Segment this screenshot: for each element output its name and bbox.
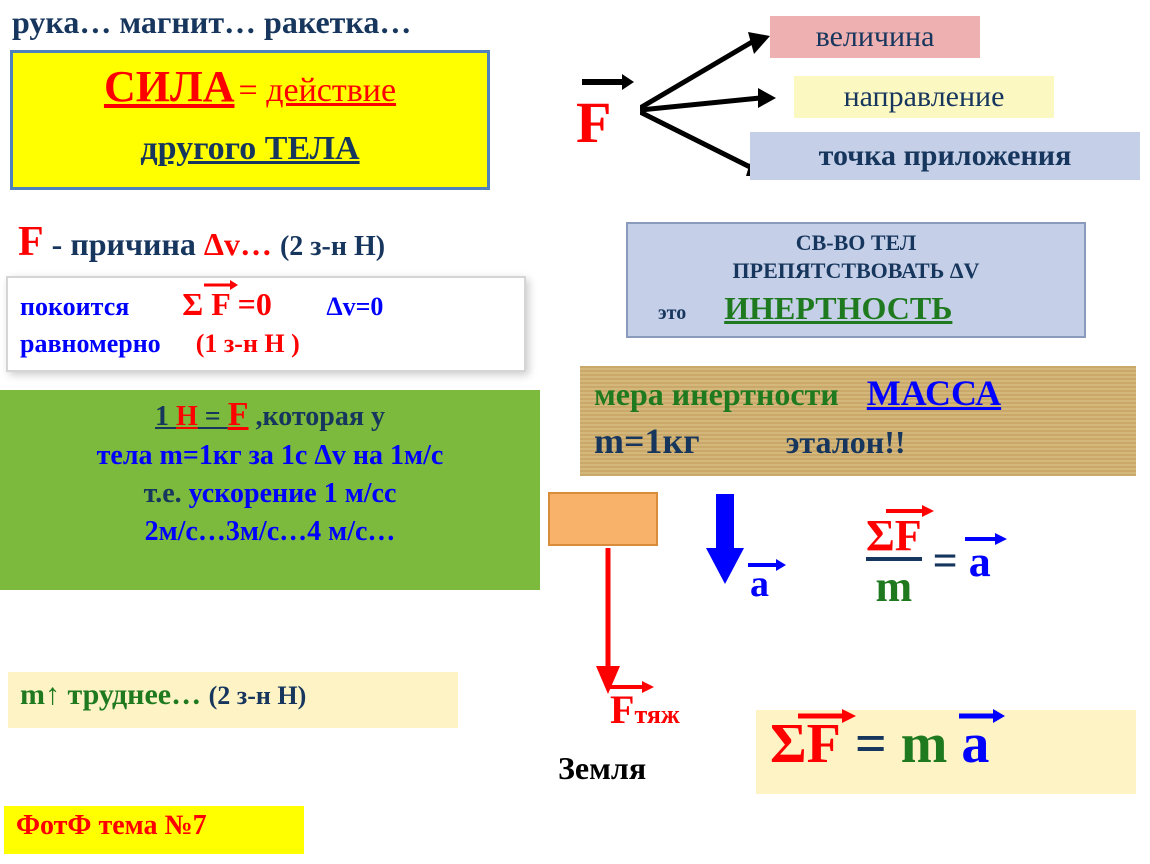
big-a: a — [961, 712, 989, 776]
sila-box: СИЛА = действие другого ТЕЛА — [10, 50, 490, 190]
prichina-text: причина — [70, 226, 204, 262]
pokoitsya-law: (1 з-н Н ) — [196, 329, 300, 358]
big-a-arrow-icon — [959, 708, 1007, 724]
inertnost-eto: это — [658, 302, 686, 324]
formula-fraction: ΣF m = a — [866, 510, 991, 612]
big-m: m — [901, 713, 948, 775]
pokoitsya-dv0: Δv=0 — [326, 292, 383, 321]
inertnost-box: СВ-ВО ТЕЛ ПРЕПЯТСТВОВАТЬ ΔV это ИНЕРТНОС… — [626, 222, 1086, 338]
sila-deistvie: действие — [266, 72, 396, 109]
green-uskor: ускорение 1 м/сс — [189, 478, 397, 509]
green-rest: ,которая у — [249, 401, 386, 432]
a-vec-arrow-icon — [748, 558, 788, 572]
Ftyazh-arrow-icon — [606, 680, 656, 694]
green-line3: т.е. ускорение 1 м/сс — [0, 478, 540, 510]
green-H: Н — [176, 401, 198, 432]
massa-m1kg: m=1кг — [594, 421, 700, 461]
green-eq: = — [198, 401, 228, 432]
vec-arrow-icon — [204, 278, 240, 292]
pokoitsya-box: покоится Σ F =0 Δv=0 равномерно (1 з-н Н… — [6, 276, 526, 372]
massa-box: мера инертности МАССА m=1кг эталон!! — [580, 366, 1136, 476]
trudnee-m: m — [20, 678, 45, 711]
big-formula-box: ΣF = m a — [756, 710, 1136, 794]
frac-a: a — [969, 536, 991, 587]
sila-word: СИЛА — [104, 62, 235, 111]
sila-line2: другого ТЕЛА — [13, 130, 487, 168]
big-F-arrow-icon — [798, 708, 858, 724]
green-line2: тела m=1кг за 1с Δv на 1м/с — [0, 440, 540, 472]
prichina-line: F - причина Δv… (2 з-н Н) — [18, 218, 385, 266]
prichina-law: (2 з-н Н) — [280, 231, 385, 262]
frac-sigmaF-text: ΣF — [866, 511, 922, 560]
inertnost-word: ИНЕРТНОСТЬ — [724, 290, 952, 326]
green-line1: 1 Н = F ,которая у — [0, 396, 540, 434]
green-F: F — [228, 396, 249, 433]
prichina-dash: - — [52, 226, 63, 262]
big-sigmaF: ΣF — [770, 712, 841, 776]
a-small: a — [750, 562, 769, 606]
inertnost-line3: это ИНЕРТНОСТЬ — [638, 290, 1074, 327]
green-line4: 2м/с…3м/с…4 м/с… — [0, 516, 540, 548]
prop-tochka: точка приложения — [750, 132, 1140, 180]
trudnee-law: (2 з-н Н) — [209, 681, 307, 710]
frac-eq: = — [933, 537, 969, 586]
F-vector: F — [576, 64, 636, 156]
trudnee-box: m↑ труднее… (2 з-н Н) — [8, 672, 458, 728]
green-te: т.е. — [144, 478, 182, 509]
red-down-arrow-icon — [590, 548, 626, 698]
inertnost-line2: ПРЕПЯТСТВОВАТЬ ΔV — [638, 258, 1074, 284]
pokoitsya-word: покоится — [20, 292, 129, 321]
F-tyazh: Fтяж — [610, 686, 680, 733]
trudnee-text: труднее… — [68, 678, 209, 711]
prop-napravlenie: направление — [794, 76, 1054, 118]
sila-eq: = — [239, 72, 267, 109]
green-box: 1 Н = F ,которая у тела m=1кг за 1с Δv н… — [0, 390, 540, 590]
inertnost-line1: СВ-ВО ТЕЛ — [638, 230, 1074, 256]
header-text: рука… магнит… ракетка… — [12, 4, 411, 41]
Ftyazh-sub: тяж — [634, 700, 679, 729]
prichina-dv: Δv… — [204, 226, 272, 262]
footer-box: ФотФ тема №7 — [4, 806, 304, 854]
pokoitsya-line2: равномерно (1 з-н Н ) — [20, 329, 512, 359]
pokoitsya-sigmaF: Σ F =0 — [182, 286, 280, 322]
prop-velichina: величина — [770, 16, 980, 58]
green-1N: 1 — [155, 401, 176, 432]
zemlya-label: Земля — [558, 750, 646, 787]
frac-a-arrow-icon — [965, 532, 1009, 546]
massa-word: МАССА — [867, 373, 1001, 413]
frac-m: m — [866, 557, 922, 612]
ravno-word: равномерно — [20, 329, 161, 358]
massa-line2: m=1кг эталон!! — [594, 420, 1122, 462]
orange-box — [548, 492, 658, 546]
frac-sigmaF: ΣF — [866, 510, 922, 561]
massa-line1: мера инертности МАССА — [594, 372, 1122, 414]
trudnee-up: ↑ — [45, 678, 60, 711]
big-eq: = — [855, 713, 887, 775]
frac-F-arrow-icon — [886, 504, 936, 518]
massa-mera: мера инертности — [594, 376, 839, 412]
sila-line1: СИЛА = действие — [13, 61, 487, 112]
massa-etalon: эталон!! — [786, 424, 906, 460]
prichina-F: F — [18, 219, 44, 265]
blue-down-arrow-icon — [700, 490, 750, 590]
pokoitsya-line1: покоится Σ F =0 Δv=0 — [20, 286, 512, 323]
